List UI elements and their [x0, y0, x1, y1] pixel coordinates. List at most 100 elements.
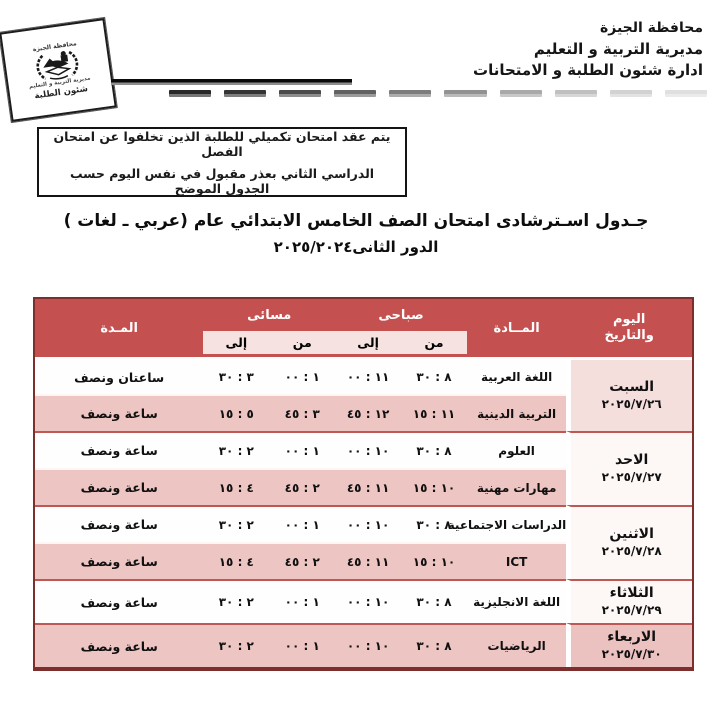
notice-line-2: الدراسي الثاني بعذر مقبول في نفس اليوم ح…: [69, 165, 375, 196]
day-cell-tuesday: الثلاثاء ٢٠٢٥/٧/٢٩: [566, 579, 692, 623]
header-day-line2: والتاريخ: [604, 328, 654, 343]
cell-am-from: ١٠ : ١٥: [401, 542, 467, 579]
cell-duration: ساعة ونصف: [35, 623, 204, 667]
cell-am-from: ٨ : ٣٠: [401, 357, 467, 394]
day-date: ٢٠٢٥/٧/٢٦: [601, 396, 662, 411]
cell-pm-to: ٢ : ٣٠: [203, 431, 270, 468]
cell-pm-from: ١ : ٠٠: [269, 579, 336, 623]
dash-segment: [224, 89, 267, 97]
cell-pm-to: ٣ : ٣٠: [203, 357, 270, 394]
cell-pm-from: ٢ : ٤٥: [269, 468, 336, 505]
cell-am-to: ١٠ : ٠٠: [335, 505, 402, 542]
cell-am-to: ١١ : ٠٠: [335, 357, 402, 394]
schedule-table-wrapper: اليوم والتاريخ المــادة صباحى مسائى المـ…: [33, 297, 694, 671]
cell-pm-to: ٤ : ١٥: [203, 468, 270, 505]
header-evening-to: إلى: [203, 331, 270, 357]
cell-subject: العلوم: [466, 431, 567, 468]
header-day-line1: اليوم: [612, 312, 646, 327]
cell-pm-to: ٥ : ١٥: [203, 394, 270, 431]
cell-am-to: ١١ : ٤٥: [335, 542, 402, 579]
exam-schedule-table: اليوم والتاريخ المــادة صباحى مسائى المـ…: [35, 299, 692, 667]
cell-duration: ساعتان ونصف: [35, 357, 204, 394]
notice-box: يتم عقد امتحان تكميلي للطلبة الذين تخلفو…: [37, 127, 407, 197]
cell-am-from: ١١ : ١٥: [401, 394, 467, 431]
cell-am-from: ١٠ : ١٥: [401, 468, 467, 505]
title-line-2: الدور الثانى٢٠٢٥/٢٠٢٤: [273, 238, 439, 256]
day-name: الاحد: [614, 452, 649, 468]
cell-am-from: ٨ : ٣٠: [401, 579, 467, 623]
cell-subject: اللغة الانجليزية: [466, 579, 567, 623]
office-stamp: محافظة الجيزة مديرية التربية و التعليم ش…: [0, 18, 117, 122]
header-morning-from: من: [401, 331, 467, 357]
dash-segment: [389, 89, 432, 97]
dash-segment: [169, 89, 212, 97]
header-morning-to: إلى: [335, 331, 402, 357]
day-name: السبت: [609, 378, 655, 395]
header-duration: المـدة: [35, 299, 204, 357]
horizontal-rule: [111, 79, 352, 85]
cell-duration: ساعة ونصف: [35, 431, 204, 468]
cell-am-from: ٨ : ٣٠: [401, 431, 467, 468]
letterhead-governorate: محافظة الجيزة: [599, 20, 703, 36]
cell-am-to: ١١ : ٤٥: [335, 468, 402, 505]
day-date: ٢٠٢٥/٧/٢٩: [601, 603, 662, 617]
letterhead-department: ادارة شئون الطلبة و الامتحانات: [473, 61, 703, 79]
cell-duration: ساعة ونصف: [35, 468, 204, 505]
cell-pm-to: ٢ : ٣٠: [203, 505, 270, 542]
cell-pm-from: ١ : ٠٠: [269, 357, 336, 394]
dash-segment: [279, 89, 322, 97]
cell-pm-from: ٢ : ٤٥: [269, 542, 336, 579]
cell-duration: ساعة ونصف: [35, 579, 204, 623]
cell-pm-from: ١ : ٠٠: [269, 505, 336, 542]
cell-am-from: ٨ : ٣٠: [401, 623, 467, 667]
cell-am-to: ١٠ : ٠٠: [335, 431, 402, 468]
day-name: الاثنين: [609, 526, 654, 542]
cell-duration: ساعة ونصف: [35, 394, 204, 431]
day-date: ٢٠٢٥/٧/٢٨: [601, 544, 662, 558]
cell-am-from: ٨ : ٣٠: [401, 505, 467, 542]
dash-segment: [609, 89, 652, 97]
cell-subject: اللغة العربية: [466, 357, 567, 394]
title-line-1: جـدول اسـترشادى امتحان الصف الخامس الابت…: [63, 211, 649, 231]
day-cell-wednesday: الاربعاء ٢٠٢٥/٧/٣٠: [566, 623, 692, 667]
cell-duration: ساعة ونصف: [35, 505, 204, 542]
document-title: جـدول اسـترشادى امتحان الصف الخامس الابت…: [0, 211, 712, 256]
dashed-divider: [169, 89, 707, 97]
day-name: الثلاثاء: [609, 585, 654, 601]
header-evening-from: من: [269, 331, 336, 357]
header-day-date: اليوم والتاريخ: [566, 299, 692, 357]
cell-subject: مهارات مهنية: [466, 468, 567, 505]
cell-pm-from: ١ : ٠٠: [269, 623, 336, 667]
day-date: ٢٠٢٥/٧/٢٧: [601, 470, 662, 484]
cell-subject: الدراسات الاجتماعية: [448, 505, 567, 542]
header-subject: المــادة: [466, 299, 567, 357]
cell-pm-from: ١ : ٠٠: [269, 431, 336, 468]
dash-segment: [334, 89, 377, 97]
cell-am-to: ١٠ : ٠٠: [335, 623, 402, 667]
header-morning: صباحى: [335, 299, 467, 331]
cell-pm-to: ٢ : ٣٠: [203, 579, 270, 623]
stamp-emblem-icon: [36, 50, 79, 80]
day-cell-saturday: السبت ٢٠٢٥/٧/٢٦: [566, 357, 692, 431]
letterhead: محافظة الجيزة مديرية التربية و التعليم ا…: [473, 18, 703, 81]
letterhead-directorate: مديرية التربية و التعليم: [533, 40, 703, 58]
dash-segment: [664, 89, 707, 97]
cell-duration: ساعة ونصف: [35, 542, 204, 579]
dash-segment: [444, 89, 487, 97]
day-name: الاربعاء: [607, 629, 657, 645]
cell-pm-to: ٤ : ١٥: [203, 542, 270, 579]
cell-subject: ICT: [466, 542, 567, 579]
day-cell-monday: الاثنين ٢٠٢٥/٧/٢٨: [566, 505, 692, 579]
day-date: ٢٠٢٥/٧/٣٠: [601, 647, 662, 661]
cell-subject: الرياضيات: [466, 623, 567, 667]
cell-pm-from: ٣ : ٤٥: [269, 394, 336, 431]
cell-am-to: ١٢ : ٤٥: [335, 394, 402, 431]
cell-am-to: ١٠ : ٠٠: [335, 579, 402, 623]
cell-subject: التربية الدينية: [466, 394, 567, 431]
dash-segment: [499, 89, 542, 97]
notice-line-1: يتم عقد امتحان تكميلي للطلبة الذين تخلفو…: [53, 128, 391, 159]
cell-pm-to: ٢ : ٣٠: [203, 623, 270, 667]
header-evening: مسائى: [203, 299, 336, 331]
dash-segment: [554, 89, 597, 97]
